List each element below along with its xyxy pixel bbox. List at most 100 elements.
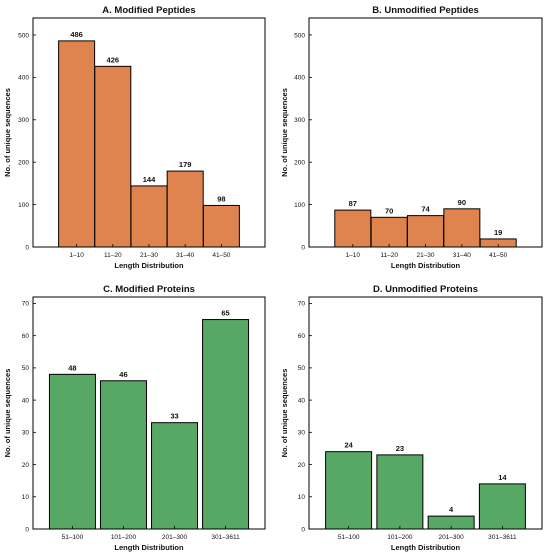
y-tick-label: 30: [22, 430, 30, 437]
bar-value-label: 65: [221, 309, 229, 318]
bar-value-label: 24: [344, 441, 353, 450]
y-axis-label: No. of unique sequences: [280, 88, 289, 177]
y-tick-label: 50: [298, 365, 306, 372]
bar: [166, 170, 204, 248]
y-tick-label: 50: [22, 365, 30, 372]
bar-value-label: 90: [458, 198, 466, 207]
bar-value-label: 33: [170, 412, 178, 421]
x-tick-label: 101–200: [111, 534, 137, 541]
y-tick-label: 500: [294, 32, 305, 39]
x-tick-label: 41–50: [489, 252, 507, 259]
bar-value-label: 4: [449, 505, 454, 514]
bar-value-label: 19: [494, 228, 502, 237]
bar: [94, 65, 132, 248]
y-tick-label: 10: [22, 494, 30, 501]
y-tick-label: 300: [294, 117, 305, 124]
bar: [99, 380, 147, 530]
bar: [151, 422, 199, 530]
x-tick-label: 301–3611: [211, 534, 240, 541]
bar: [202, 204, 240, 248]
bar: [334, 209, 372, 248]
x-tick-label: 21–30: [416, 252, 434, 259]
x-tick-label: 11–20: [104, 252, 122, 259]
y-tick-label: 30: [298, 430, 306, 437]
plot-frame: [308, 296, 543, 530]
bar-value-label: 74: [421, 205, 430, 214]
y-tick-label: 20: [298, 462, 306, 469]
y-tick-label: 100: [18, 202, 29, 209]
y-tick-label: 40: [298, 397, 306, 404]
x-axis-label: Length Distribution: [391, 543, 461, 552]
bar-value-label: 144: [143, 175, 156, 184]
bar: [325, 451, 373, 530]
bar-value-label: 98: [217, 194, 225, 203]
bar: [443, 208, 481, 248]
bar: [58, 40, 96, 248]
bar-value-label: 179: [179, 160, 192, 169]
chart-panel-c: C. Modified Proteins 0 10 20 30 40 50 60 70 48 51–…: [3, 284, 266, 552]
y-tick-label: 0: [25, 244, 29, 251]
x-tick-label: 21–30: [140, 252, 158, 259]
bar-value-label: 87: [349, 199, 357, 208]
bar: [48, 373, 96, 530]
x-tick-label: 41–50: [212, 252, 230, 259]
x-tick-label: 11–20: [380, 252, 398, 259]
y-axis-label: No. of unique sequences: [3, 88, 12, 177]
y-tick-label: 70: [22, 301, 30, 308]
x-tick-label: 1–10: [346, 252, 361, 259]
x-tick-label: 301–3611: [488, 534, 517, 541]
y-tick-label: 10: [298, 494, 306, 501]
bar-value-label: 23: [396, 444, 404, 453]
bar-value-label: 426: [107, 55, 120, 64]
y-tick-label: 300: [18, 117, 29, 124]
x-axis-label: Length Distribution: [391, 261, 461, 270]
bar: [478, 483, 526, 530]
plot-frame: [32, 296, 266, 530]
y-axis-label: No. of unique sequences: [3, 369, 12, 458]
bar-value-label: 46: [119, 370, 127, 379]
y-tick-label: 60: [22, 333, 30, 340]
bar-value-label: 48: [68, 363, 76, 372]
y-tick-label: 400: [18, 75, 29, 82]
y-tick-label: 200: [294, 159, 305, 166]
bar-value-label: 486: [70, 30, 83, 39]
x-axis-label: Length Distribution: [114, 543, 184, 552]
bar: [130, 185, 168, 248]
plot-frame: [308, 17, 543, 248]
bar-value-label: 14: [498, 473, 507, 482]
panel-title: B. Unmodified Peptides: [372, 5, 479, 16]
y-tick-label: 0: [25, 526, 29, 533]
chart-panel-d: D. Unmodified Proteins 0 10 20 30 40 50 60 70 24 5…: [280, 284, 543, 552]
x-tick-label: 31–40: [176, 252, 194, 259]
y-tick-label: 60: [298, 333, 306, 340]
x-tick-label: 101–200: [387, 534, 413, 541]
chart-panel-a: A. Modified Peptides 0 100 200 300 400 500 486 1…: [3, 5, 266, 270]
chart-panel-b: B. Unmodified Peptides 0 100 200 300 400 500 87…: [280, 5, 543, 270]
x-tick-label: 51–100: [62, 534, 84, 541]
y-tick-label: 100: [294, 202, 305, 209]
x-axis-label: Length Distribution: [114, 261, 184, 270]
y-tick-label: 70: [298, 301, 306, 308]
plot-frame: [32, 17, 266, 248]
x-tick-label: 201–300: [438, 534, 464, 541]
y-tick-label: 500: [18, 32, 29, 39]
y-tick-label: 40: [22, 397, 30, 404]
panel-title: C. Modified Proteins: [103, 284, 195, 295]
panel-title: D. Unmodified Proteins: [373, 284, 478, 295]
bar: [376, 454, 424, 530]
panel-title: A. Modified Peptides: [102, 5, 195, 16]
bar: [407, 215, 444, 248]
bar: [370, 216, 408, 248]
bar: [202, 319, 250, 530]
x-tick-label: 201–300: [162, 534, 188, 541]
x-tick-label: 51–100: [338, 534, 360, 541]
y-tick-label: 400: [294, 75, 305, 82]
y-axis-label: No. of unique sequences: [280, 369, 289, 458]
y-tick-label: 20: [22, 462, 30, 469]
y-tick-label: 0: [301, 526, 305, 533]
y-tick-label: 0: [301, 244, 305, 251]
bar-value-label: 70: [385, 206, 393, 215]
x-tick-label: 1–10: [69, 252, 84, 259]
